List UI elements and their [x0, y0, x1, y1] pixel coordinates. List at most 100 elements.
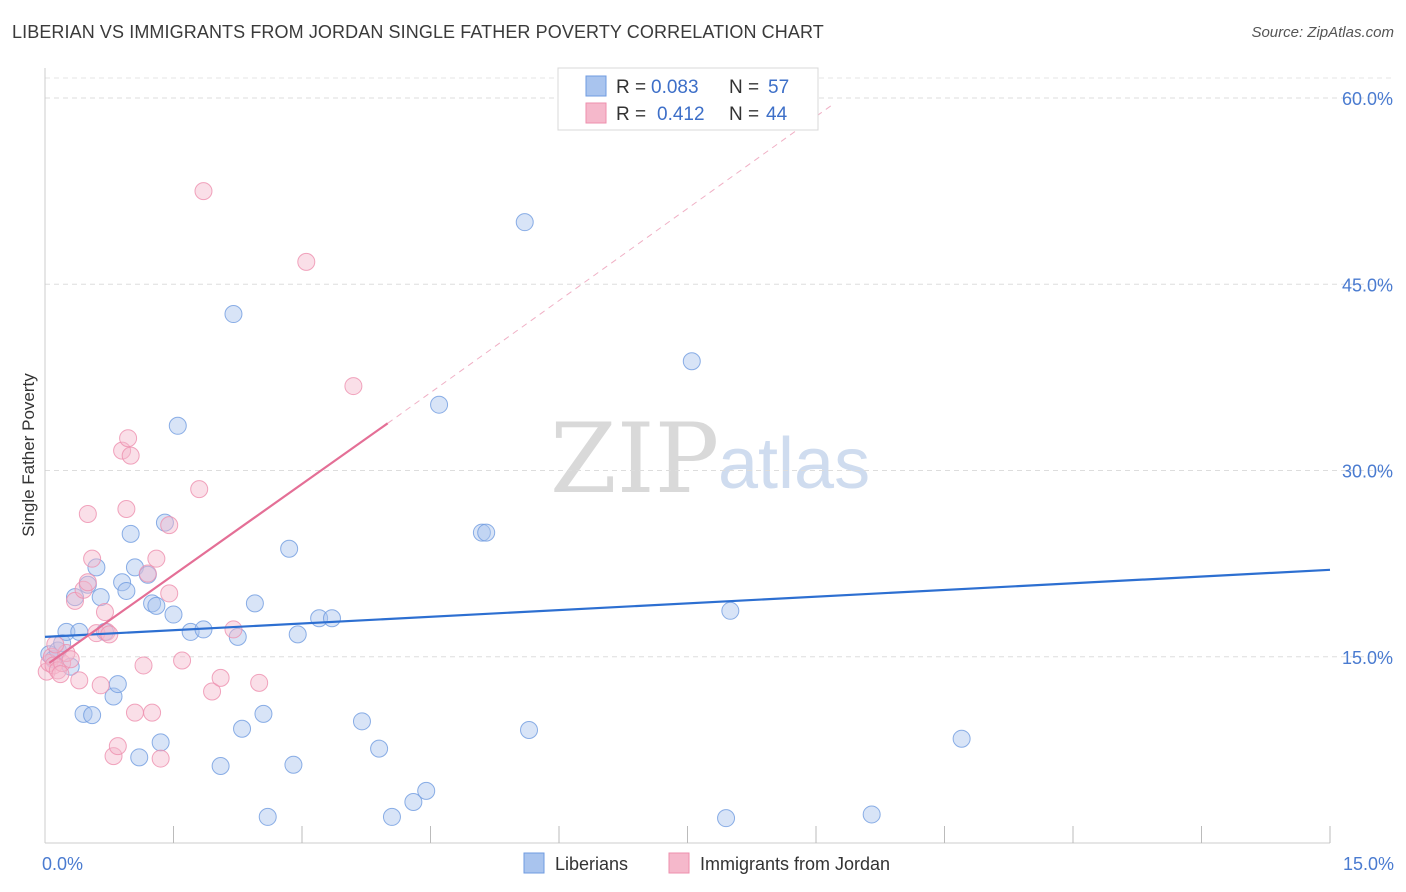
jordan-point-41 [344, 377, 363, 396]
data-points [37, 182, 971, 828]
bottom-legend-swatch-jordan [668, 852, 690, 874]
liberians-point-47 [430, 395, 449, 414]
liberians-point-53 [717, 809, 736, 828]
liberians-point-36 [258, 807, 277, 826]
x-tick-label-0: 0.0% [42, 854, 83, 874]
legend-r-label-1: R = [616, 77, 646, 98]
jordan-point-20 [108, 737, 127, 756]
legend-n-value-1: 57 [768, 77, 789, 98]
bottom-legend-swatch-liberians [523, 852, 545, 874]
jordan-point-42 [46, 635, 65, 654]
jordan-point-38 [224, 620, 243, 639]
jordan-point-37 [211, 668, 230, 687]
y-axis-label: Single Father Poverty [19, 373, 38, 537]
liberians-point-23 [147, 596, 166, 615]
legend-n-label-1: N = [729, 77, 759, 98]
legend-n-value-2: 44 [766, 104, 788, 125]
liberians-point-55 [862, 805, 881, 824]
jordan-point-33 [173, 651, 192, 670]
jordan-point-27 [138, 564, 157, 583]
jordan-point-26 [134, 656, 153, 675]
jordan-point-31 [160, 584, 179, 603]
jordan-point-28 [143, 703, 162, 722]
jordan-point-13 [83, 549, 102, 568]
y-tick-label-3: 60.0% [1342, 89, 1393, 109]
liberians-point-49 [477, 523, 496, 542]
watermark-zip: ZIP [550, 403, 719, 515]
jordan-point-32 [160, 516, 179, 535]
liberians-point-45 [404, 793, 423, 812]
jordan-point-12 [78, 504, 97, 523]
liberians-point-18 [121, 524, 140, 543]
liberians-point-37 [280, 539, 299, 558]
jordan-point-23 [119, 429, 138, 448]
jordan-point-30 [151, 749, 170, 768]
liberians-point-34 [245, 594, 264, 613]
legend-r-label-2: R = [616, 104, 646, 125]
liberians-point-31 [224, 305, 243, 324]
tick-labels: 15.0% 30.0% 45.0% 60.0% 0.0% 15.0% [42, 89, 1394, 874]
trend-lines [44, 103, 1331, 664]
bottom-legend-label-liberians: Liberians [555, 854, 628, 874]
liberians-point-51 [520, 721, 539, 740]
y-tick-label-2: 45.0% [1342, 275, 1393, 295]
jordan-trend-line [48, 422, 389, 664]
jordan-point-9 [70, 671, 89, 690]
liberians-point-43 [370, 739, 389, 758]
jordan-point-39 [250, 673, 269, 692]
liberians-point-15 [108, 675, 127, 694]
liberians-point-11 [87, 558, 106, 577]
liberians-point-50 [515, 213, 534, 232]
jordan-point-36 [203, 682, 222, 701]
legend-n-label-2: N = [729, 104, 759, 125]
series-legend: Liberians Immigrants from Jordan [523, 852, 890, 874]
liberians-point-44 [382, 807, 401, 826]
liberians-point-27 [168, 416, 187, 435]
jordan-point-16 [95, 603, 114, 622]
y-tick-label-0: 15.0% [1342, 648, 1393, 668]
liberians-point-38 [284, 755, 303, 774]
correlation-legend: R = 0.083 N = 57 R = 0.412 N = 44 [557, 67, 819, 131]
jordan-point-7 [61, 650, 80, 669]
liberians-point-24 [151, 733, 170, 752]
jordan-point-35 [194, 182, 213, 201]
liberians-point-41 [322, 609, 341, 628]
liberians-point-56 [952, 729, 971, 748]
liberians-point-42 [352, 712, 371, 731]
jordan-point-34 [190, 480, 209, 499]
liberians-point-10 [83, 706, 102, 725]
liberians-point-46 [417, 781, 436, 800]
axes [44, 68, 1331, 844]
liberians-trend-line [44, 568, 1331, 638]
y-tick-label-1: 30.0% [1342, 462, 1393, 482]
chart-title: LIBERIAN VS IMMIGRANTS FROM JORDAN SINGL… [12, 22, 824, 42]
legend-r-value-2: 0.412 [657, 104, 705, 125]
liberians-point-17 [117, 581, 136, 600]
liberians-point-52 [682, 352, 701, 371]
x-tick-label-1: 15.0% [1343, 854, 1394, 874]
liberians-point-35 [254, 704, 273, 723]
gridlines [45, 77, 1392, 658]
source-label: Source: ZipAtlas.com [1251, 24, 1394, 41]
jordan-point-22 [117, 499, 136, 518]
liberians-point-16 [113, 573, 132, 592]
jordan-point-25 [125, 703, 144, 722]
liberians-point-30 [211, 757, 230, 776]
legend-r-value-1: 0.083 [651, 77, 699, 98]
liberians-point-54 [721, 601, 740, 620]
jordan-trend-extension [387, 103, 834, 424]
legend-swatch-liberians [585, 75, 607, 97]
jordan-point-24 [121, 446, 140, 465]
liberians-point-33 [233, 719, 252, 738]
jordan-point-19 [104, 747, 123, 766]
bottom-legend-label-jordan: Immigrants from Jordan [700, 854, 890, 874]
liberians-point-12 [91, 588, 110, 607]
jordan-point-43 [51, 665, 70, 684]
liberians-point-48 [472, 523, 491, 542]
liberians-point-20 [130, 748, 149, 767]
liberians-point-39 [288, 625, 307, 644]
watermark-atlas: atlas [718, 424, 870, 504]
liberians-point-3 [53, 634, 72, 653]
legend-swatch-jordan [585, 102, 607, 124]
